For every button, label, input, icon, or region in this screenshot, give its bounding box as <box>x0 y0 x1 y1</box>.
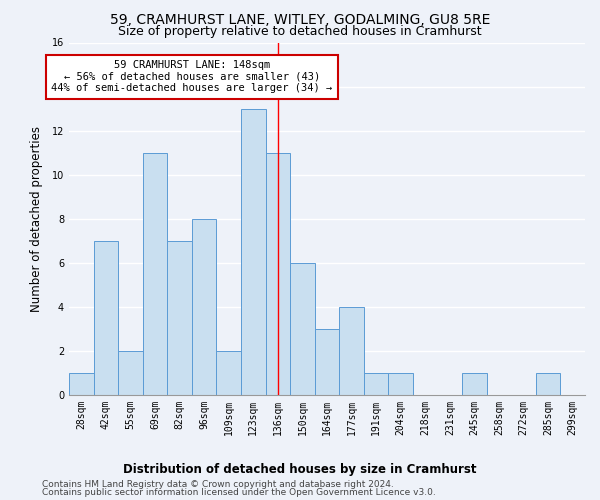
Bar <box>315 329 339 395</box>
Bar <box>118 351 143 395</box>
Bar <box>94 241 118 395</box>
Text: Contains public sector information licensed under the Open Government Licence v3: Contains public sector information licen… <box>42 488 436 497</box>
Bar <box>266 152 290 395</box>
Bar <box>339 307 364 395</box>
Text: 59, CRAMHURST LANE, WITLEY, GODALMING, GU8 5RE: 59, CRAMHURST LANE, WITLEY, GODALMING, G… <box>110 12 490 26</box>
Bar <box>69 373 94 395</box>
Text: Contains HM Land Registry data © Crown copyright and database right 2024.: Contains HM Land Registry data © Crown c… <box>42 480 394 489</box>
Bar <box>143 152 167 395</box>
Bar <box>241 108 266 395</box>
Bar <box>192 219 217 395</box>
Bar <box>388 373 413 395</box>
Y-axis label: Number of detached properties: Number of detached properties <box>31 126 43 312</box>
Text: 59 CRAMHURST LANE: 148sqm
← 56% of detached houses are smaller (43)
44% of semi-: 59 CRAMHURST LANE: 148sqm ← 56% of detac… <box>51 60 332 94</box>
Bar <box>364 373 388 395</box>
Bar <box>462 373 487 395</box>
Text: Distribution of detached houses by size in Cramhurst: Distribution of detached houses by size … <box>123 462 477 475</box>
Text: Size of property relative to detached houses in Cramhurst: Size of property relative to detached ho… <box>118 25 482 38</box>
Bar <box>290 263 315 395</box>
Bar <box>217 351 241 395</box>
Bar <box>167 241 192 395</box>
Bar <box>536 373 560 395</box>
